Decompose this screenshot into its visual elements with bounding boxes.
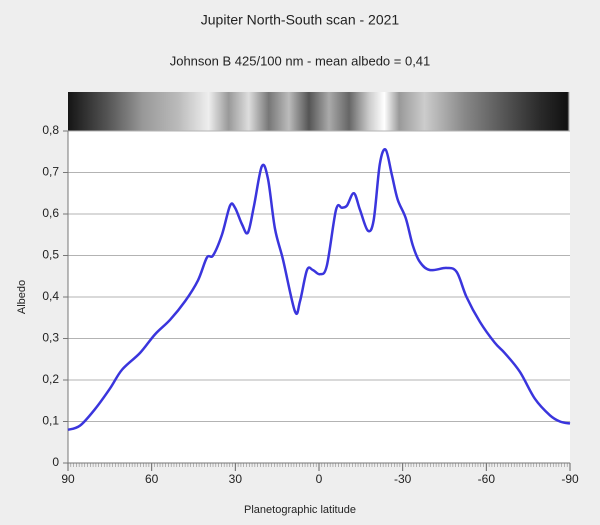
y-tick-label: 0,7 <box>42 165 59 179</box>
chart-title: Jupiter North-South scan - 2021 <box>201 12 400 28</box>
x-axis-label: Planetographic latitude <box>244 504 356 516</box>
y-tick-label: 0 <box>52 455 59 469</box>
y-tick-label: 0,3 <box>42 331 59 345</box>
x-tick-label: 60 <box>145 472 159 486</box>
y-tick-label: 0,2 <box>42 372 59 386</box>
x-tick-label: 90 <box>61 472 75 486</box>
x-tick-label: -90 <box>561 472 579 486</box>
x-tick-label: -60 <box>478 472 496 486</box>
y-axis-label: Albedo <box>16 280 28 314</box>
x-tick-label: 0 <box>316 472 323 486</box>
y-tick-label: 0,1 <box>42 414 59 428</box>
y-tick-label: 0,4 <box>42 289 59 303</box>
y-tick-label: 0,8 <box>42 123 59 137</box>
chart-subtitle: Johnson B 425/100 nm - mean albedo = 0,4… <box>170 53 431 68</box>
y-tick-label: 0,6 <box>42 206 59 220</box>
x-tick-label: 30 <box>229 472 243 486</box>
y-tick-label: 0,5 <box>42 248 59 262</box>
brightness-strip <box>68 92 570 131</box>
x-tick-label: -30 <box>394 472 412 486</box>
albedo-line <box>67 148 571 432</box>
